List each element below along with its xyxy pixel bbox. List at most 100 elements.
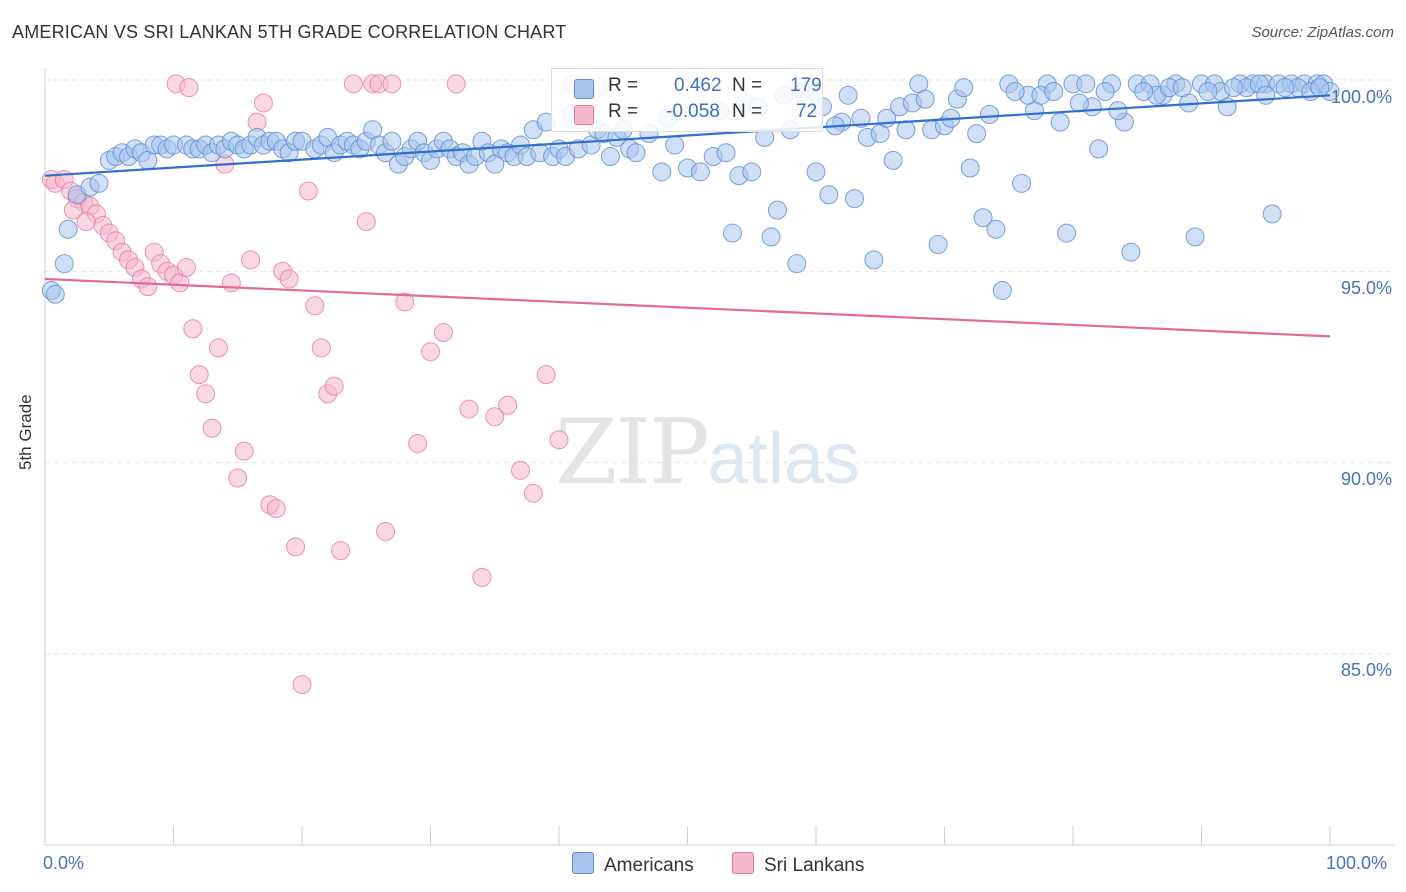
srilankans-point	[298, 181, 318, 201]
srilankans-point	[202, 418, 222, 438]
americans-point	[986, 219, 1006, 239]
legend-americans: Americans	[572, 852, 694, 877]
americans-point	[1224, 78, 1244, 98]
americans-point	[89, 173, 109, 193]
srilankans-point	[76, 212, 96, 232]
srilankans-point	[228, 468, 248, 488]
americans-legend-label: Americans	[604, 855, 694, 876]
americans-point	[1108, 101, 1128, 121]
srilankans-point	[408, 434, 428, 454]
americans-point	[1262, 204, 1282, 224]
srilankans-point	[536, 365, 556, 385]
srilankans-point	[356, 212, 376, 232]
americans-point	[1050, 112, 1070, 132]
srilankans-point	[234, 441, 254, 461]
srilankans-point	[446, 74, 466, 94]
americans-point	[1310, 78, 1330, 98]
watermark-zip: ZIP	[555, 400, 710, 505]
trend-lines	[44, 94, 1331, 338]
americans-point	[877, 108, 897, 128]
legend-srilankans: Sri Lankans	[732, 852, 864, 877]
americans-point	[716, 143, 736, 163]
srilankans-point	[221, 273, 241, 293]
srilankans-trend-line	[44, 277, 1331, 338]
legend-n-value: 179	[790, 75, 822, 96]
source-label: Source: ZipAtlas.com	[1251, 24, 1394, 41]
americans-point	[806, 162, 826, 182]
americans-point	[1198, 81, 1218, 101]
srilankans-point	[421, 342, 440, 362]
americans-swatch	[574, 79, 594, 99]
legend-r-value: 0.462	[674, 75, 722, 96]
americans-point	[1095, 81, 1115, 101]
srilankans-point	[253, 93, 273, 113]
x-tick-label-100: 100.0%	[1326, 853, 1388, 873]
axes	[44, 68, 1395, 846]
watermark-atlas: atlas	[707, 419, 860, 499]
srilankans-point	[382, 74, 402, 94]
americans-point	[382, 131, 402, 151]
legend-n-value: 72	[796, 101, 818, 122]
srilankans-swatch	[574, 105, 594, 125]
srilankans-point	[472, 567, 492, 587]
srilankans-point	[459, 399, 479, 419]
americans-point	[1172, 78, 1192, 98]
americans-point	[960, 158, 980, 178]
srilankans-point	[324, 376, 344, 396]
americans-trend-line	[44, 94, 1331, 177]
srilankans-point	[279, 269, 299, 289]
americans-point	[1089, 139, 1109, 159]
srilankans-point	[523, 483, 543, 503]
americans-point	[665, 135, 685, 155]
americans-point	[992, 280, 1012, 300]
srilankans-point	[292, 675, 312, 695]
americans-point	[626, 143, 646, 163]
srilankans-point	[305, 296, 325, 316]
americans-point	[1121, 242, 1141, 262]
srilankans-point	[485, 407, 505, 427]
americans-point	[896, 120, 916, 140]
americans-point	[979, 104, 999, 124]
srilankans-point	[208, 338, 228, 358]
americans-point	[1005, 81, 1025, 101]
srilankans-legend-swatch	[732, 852, 754, 874]
srilankans-point	[189, 365, 209, 385]
americans-point	[722, 223, 742, 243]
americans-point	[652, 162, 672, 182]
chart-title: AMERICAN VS SRI LANKAN 5TH GRADE CORRELA…	[12, 22, 567, 42]
srilankans-legend-label: Sri Lankans	[764, 855, 865, 876]
y-tick-label-85: 85.0%	[1340, 660, 1392, 680]
americans-point	[1012, 173, 1032, 193]
americans-point	[45, 284, 65, 304]
americans-point	[742, 162, 762, 182]
legend-n-label: N =	[732, 101, 763, 122]
srilankans-point	[395, 292, 415, 312]
americans-point	[1057, 223, 1077, 243]
americans-point	[58, 219, 78, 239]
americans-point	[1185, 227, 1205, 247]
americans-point	[787, 254, 807, 274]
americans-point	[1044, 81, 1064, 101]
americans-point	[767, 200, 787, 220]
srilankans-point	[138, 277, 158, 297]
legend-n-label: N =	[732, 75, 763, 96]
legend-r-value: -0.058	[666, 101, 720, 122]
americans-point	[1069, 93, 1089, 113]
americans-point	[838, 85, 858, 105]
americans-point	[1076, 74, 1096, 94]
srilankans-point	[343, 74, 363, 94]
srilankans-point	[176, 258, 196, 278]
americans-legend-swatch	[572, 852, 594, 874]
srilankans-point	[286, 537, 306, 557]
srilankans-points	[41, 74, 608, 695]
srilankans-point	[331, 541, 351, 561]
grid-lines	[45, 79, 1395, 655]
americans-point	[819, 185, 839, 205]
americans-point	[54, 254, 74, 274]
americans-point	[600, 147, 620, 167]
americans-point	[864, 250, 884, 270]
y-tick-label-100: 100.0%	[1330, 87, 1392, 107]
americans-point	[690, 162, 710, 182]
srilankans-point	[196, 384, 216, 404]
srilankans-point	[433, 323, 453, 343]
